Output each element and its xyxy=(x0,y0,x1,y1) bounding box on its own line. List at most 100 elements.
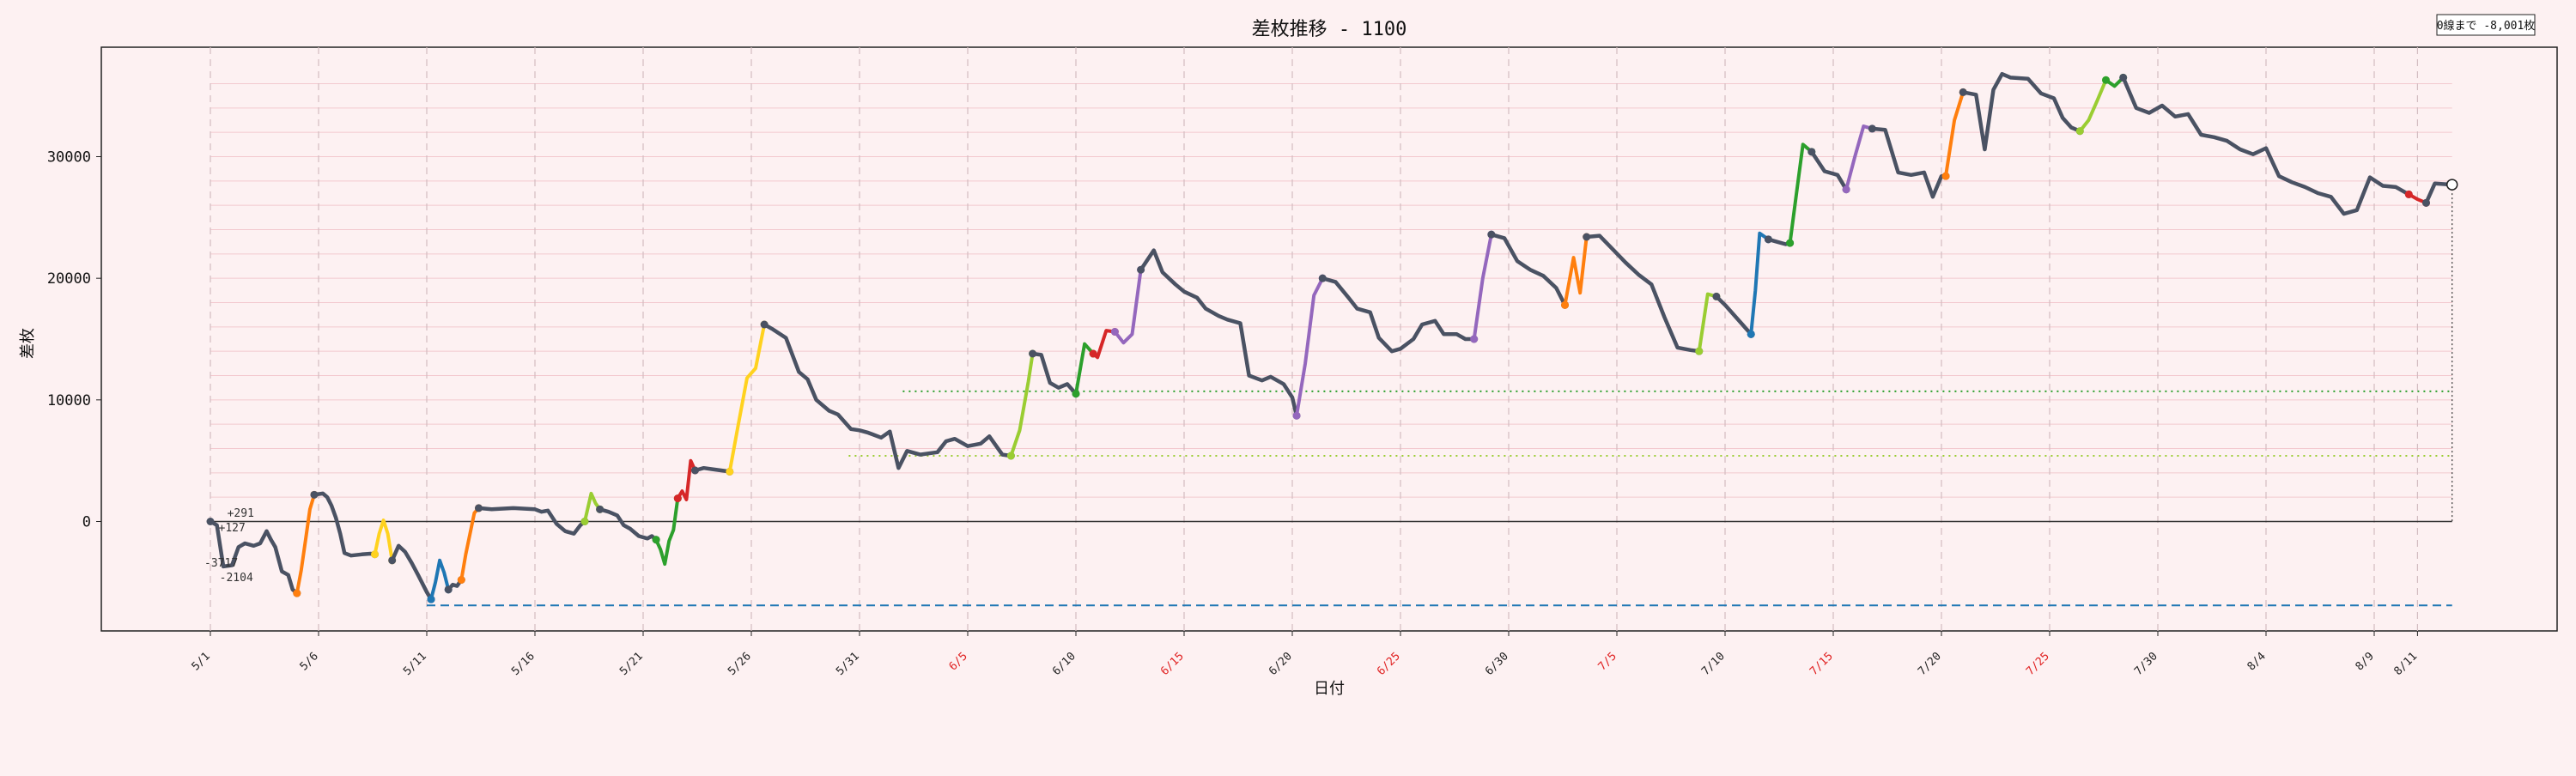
series-point xyxy=(1089,349,1097,358)
data-label: -3717 xyxy=(204,557,238,570)
series-point xyxy=(673,494,682,503)
data-label: -2104 xyxy=(220,572,253,585)
highlight-segment xyxy=(1563,235,1589,307)
series-point xyxy=(1110,328,1119,336)
baseline-segment xyxy=(1030,351,1078,397)
series-point xyxy=(1029,349,1037,358)
highlight-segment xyxy=(1844,124,1874,191)
series-point xyxy=(371,550,380,559)
series-point xyxy=(690,466,699,475)
x-tick-label: 5/6 xyxy=(298,650,321,673)
baseline-segment xyxy=(1584,233,1702,354)
series-point xyxy=(1006,452,1015,460)
series-point xyxy=(1072,390,1080,398)
baseline-segment xyxy=(1139,248,1299,418)
series-point xyxy=(1941,172,1950,180)
series-point xyxy=(2102,76,2111,84)
x-tick-label: 8/9 xyxy=(2354,650,2377,673)
highlight-segment xyxy=(1788,142,1814,246)
highlight-segment xyxy=(1113,268,1143,345)
series-point xyxy=(310,490,319,499)
x-tick-label: 6/30 xyxy=(1483,650,1511,678)
x-tick-label: 5/11 xyxy=(401,650,429,678)
series-point xyxy=(1137,265,1145,274)
highlight-segment xyxy=(429,558,451,602)
baseline-segment xyxy=(1714,294,1753,336)
y-tick-label: 0 xyxy=(82,514,91,531)
x-tick-label: 5/1 xyxy=(190,650,213,673)
current-value-marker xyxy=(2445,179,2458,191)
highlight-segment xyxy=(1074,342,1096,396)
x-axis-label: 日付 xyxy=(1314,680,1345,698)
highlight-segment xyxy=(1009,352,1035,458)
baseline-segment xyxy=(208,519,300,596)
y-tick-label: 10000 xyxy=(47,392,91,409)
highlight-segment xyxy=(727,323,767,474)
series-point xyxy=(388,556,397,565)
y-tick-label: 20000 xyxy=(47,270,91,288)
highlight-segment xyxy=(1295,276,1325,418)
x-tick-label: 7/15 xyxy=(1807,650,1836,678)
plot-area xyxy=(100,46,2558,632)
series-point xyxy=(1764,235,1772,244)
highlight-segment xyxy=(676,458,697,501)
distance-badge-text: 0線まで -8,001枚 xyxy=(2437,19,2536,33)
series-point xyxy=(1561,300,1570,309)
highlight-segment xyxy=(459,506,481,582)
series-point xyxy=(1583,233,1591,241)
baseline-segment xyxy=(762,322,1013,470)
annotation-layer: -3717 +127 +291 -2104 xyxy=(204,507,254,585)
series-point xyxy=(580,518,589,525)
distance-badge: 0線まで -8,001枚 xyxy=(2436,14,2536,36)
series-point xyxy=(1747,330,1755,338)
baseline-segment xyxy=(2121,76,2411,216)
series-point xyxy=(1959,88,1967,96)
series-layer xyxy=(206,71,2458,603)
series-point xyxy=(1807,148,1816,156)
x-tick-label: 7/5 xyxy=(1596,650,1619,673)
baseline-segment xyxy=(1321,276,1476,354)
series-point xyxy=(726,467,734,476)
highlight-segment xyxy=(373,518,394,562)
series-point xyxy=(1292,411,1301,420)
x-tick-label: 6/15 xyxy=(1158,650,1187,678)
chart-title: 差枚推移 - 1100 xyxy=(1252,19,1407,40)
baseline-segment xyxy=(390,543,434,602)
x-tick-label: 6/10 xyxy=(1050,650,1078,678)
x-tick-label: 5/26 xyxy=(726,650,754,678)
highlight-segment xyxy=(2078,78,2108,133)
highlight-segment xyxy=(654,496,680,567)
data-label: +291 xyxy=(228,507,254,520)
x-tick-label: 6/25 xyxy=(1375,650,1403,678)
baseline-segment xyxy=(312,491,377,558)
x-tick-label: 7/20 xyxy=(1916,650,1944,678)
highlight-segment xyxy=(1944,90,1965,179)
series-point xyxy=(2119,73,2128,82)
series-point xyxy=(293,589,301,597)
x-tick-label: 5/21 xyxy=(617,650,646,678)
y-axis-label: 差枚 xyxy=(19,328,37,359)
baseline-segment xyxy=(1960,71,2082,152)
baseline-segment xyxy=(1870,126,1948,199)
series-point xyxy=(474,504,483,512)
series-point xyxy=(1487,230,1496,239)
x-tick-label: 6/20 xyxy=(1267,650,1295,678)
series-point xyxy=(427,595,435,603)
baseline-segment xyxy=(1489,232,1567,307)
baseline-segment xyxy=(1809,149,1849,192)
x-tick-label: 8/11 xyxy=(2391,650,2420,678)
series-point xyxy=(1470,335,1479,343)
baseline-segment xyxy=(598,507,659,543)
series-point xyxy=(206,518,215,525)
series-point xyxy=(596,505,605,513)
series-point xyxy=(652,536,660,544)
series-point xyxy=(1318,274,1327,282)
series-point xyxy=(444,585,453,594)
series-point xyxy=(760,320,769,329)
x-tick-label: 8/4 xyxy=(2245,650,2269,673)
x-tick-label: 6/5 xyxy=(947,650,970,673)
y-tick-label: 30000 xyxy=(47,149,91,167)
series-point xyxy=(2421,198,2430,207)
